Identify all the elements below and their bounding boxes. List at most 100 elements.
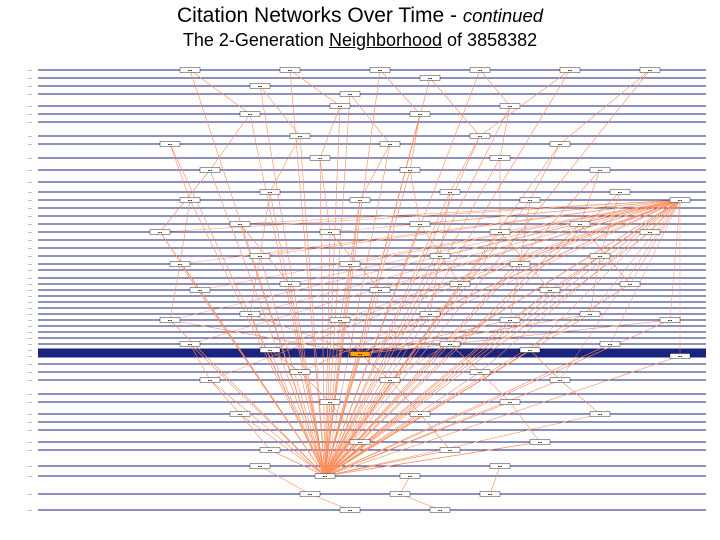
svg-text:•••: ••• <box>518 262 523 267</box>
svg-text:—: — <box>28 370 32 375</box>
svg-text:•••: ••• <box>508 104 513 109</box>
svg-text:•••: ••• <box>328 400 333 405</box>
svg-text:—: — <box>28 238 32 243</box>
svg-text:•••: ••• <box>558 142 563 147</box>
svg-text:•••: ••• <box>208 168 213 173</box>
svg-text:•••: ••• <box>168 142 173 147</box>
svg-text:—: — <box>28 342 32 347</box>
svg-text:•••: ••• <box>388 142 393 147</box>
svg-text:—: — <box>28 214 32 219</box>
svg-text:—: — <box>28 134 32 139</box>
svg-text:•••: ••• <box>358 198 363 203</box>
svg-text:—: — <box>28 230 32 235</box>
svg-text:•••: ••• <box>438 508 443 513</box>
svg-text:•••: ••• <box>568 68 573 73</box>
svg-text:•••: ••• <box>528 198 533 203</box>
svg-text:—: — <box>28 84 32 89</box>
svg-text:—: — <box>28 330 32 335</box>
svg-text:•••: ••• <box>298 134 303 139</box>
svg-text:—: — <box>28 190 32 195</box>
title-continued: continued <box>463 5 543 26</box>
svg-text:•••: ••• <box>308 492 313 497</box>
svg-text:•••: ••• <box>208 378 213 383</box>
svg-text:—: — <box>28 300 32 305</box>
svg-text:•••: ••• <box>323 474 328 479</box>
svg-text:•••: ••• <box>248 312 253 317</box>
svg-text:•••: ••• <box>618 190 623 195</box>
svg-text:—: — <box>28 142 32 147</box>
svg-text:•••: ••• <box>288 68 293 73</box>
svg-text:•••: ••• <box>498 230 503 235</box>
svg-text:•••: ••• <box>238 222 243 227</box>
svg-text:•••: ••• <box>488 492 493 497</box>
svg-text:•••: ••• <box>188 68 193 73</box>
svg-text:•••: ••• <box>408 474 413 479</box>
svg-text:•••: ••• <box>648 68 653 73</box>
page-title: Citation Networks Over Time - continued <box>0 0 720 28</box>
svg-text:—: — <box>28 428 32 433</box>
svg-text:•••: ••• <box>378 68 383 73</box>
svg-text:•••: ••• <box>448 448 453 453</box>
svg-text:—: — <box>28 306 32 311</box>
svg-text:•••: ••• <box>348 262 353 267</box>
svg-text:—: — <box>28 282 32 287</box>
svg-text:•••: ••• <box>668 318 673 323</box>
svg-text:•••: ••• <box>588 312 593 317</box>
svg-text:—: — <box>28 288 32 293</box>
svg-text:—: — <box>28 312 32 317</box>
svg-text:—: — <box>28 268 32 273</box>
svg-text:•••: ••• <box>378 288 383 293</box>
svg-text:—: — <box>28 492 32 497</box>
svg-text:•••: ••• <box>178 262 183 267</box>
page-subtitle: The 2-Generation Neighborhood of 3858382 <box>0 28 720 51</box>
svg-text:•••: ••• <box>258 84 263 89</box>
svg-text:•••: ••• <box>438 254 443 259</box>
svg-text:•••: ••• <box>648 230 653 235</box>
svg-text:•••: ••• <box>458 282 463 287</box>
svg-text:—: — <box>28 76 32 81</box>
subtitle-suffix: of 3858382 <box>442 30 537 50</box>
svg-text:•••: ••• <box>338 104 343 109</box>
svg-text:—: — <box>28 324 32 329</box>
svg-text:•••: ••• <box>268 348 273 353</box>
svg-text:•••: ••• <box>248 112 253 117</box>
svg-text:•••: ••• <box>258 254 263 259</box>
svg-text:•••: ••• <box>578 222 583 227</box>
svg-text:•••: ••• <box>628 282 633 287</box>
svg-text:—: — <box>28 156 32 161</box>
svg-text:•••: ••• <box>678 354 683 359</box>
svg-text:•••: ••• <box>528 348 533 353</box>
svg-text:•••: ••• <box>358 440 363 445</box>
svg-text:•••: ••• <box>168 318 173 323</box>
svg-text:•••: ••• <box>188 342 193 347</box>
svg-text:•••: ••• <box>678 198 683 203</box>
svg-text:•••: ••• <box>298 370 303 375</box>
svg-text:•••: ••• <box>598 412 603 417</box>
svg-text:•••: ••• <box>448 342 453 347</box>
svg-text:•••: ••• <box>328 230 333 235</box>
svg-text:•••: ••• <box>558 378 563 383</box>
subtitle-prefix: The 2-Generation <box>183 30 329 50</box>
svg-text:•••: ••• <box>268 448 273 453</box>
citation-network-diagram: ••• ••• ••• ••• ••• ••• ••• ••• ••• ••• ••• ••• ••• •… <box>10 58 710 528</box>
svg-text:—: — <box>28 206 32 211</box>
svg-text:•••: ••• <box>548 288 553 293</box>
svg-text:•••: ••• <box>498 464 503 469</box>
svg-text:—: — <box>28 354 32 359</box>
svg-text:—: — <box>28 222 32 227</box>
svg-text:—: — <box>28 348 32 353</box>
svg-text:—: — <box>28 440 32 445</box>
svg-text:—: — <box>28 198 32 203</box>
svg-text:—: — <box>28 68 32 73</box>
svg-text:•••: ••• <box>538 440 543 445</box>
svg-text:—: — <box>28 474 32 479</box>
svg-text:—: — <box>28 318 32 323</box>
svg-text:—: — <box>28 254 32 259</box>
svg-text:—: — <box>28 392 32 397</box>
svg-text:—: — <box>28 378 32 383</box>
svg-text:•••: ••• <box>478 68 483 73</box>
svg-text:•••: ••• <box>348 92 353 97</box>
svg-text:•••: ••• <box>398 492 403 497</box>
svg-text:•••: ••• <box>428 312 433 317</box>
svg-text:•••: ••• <box>418 222 423 227</box>
